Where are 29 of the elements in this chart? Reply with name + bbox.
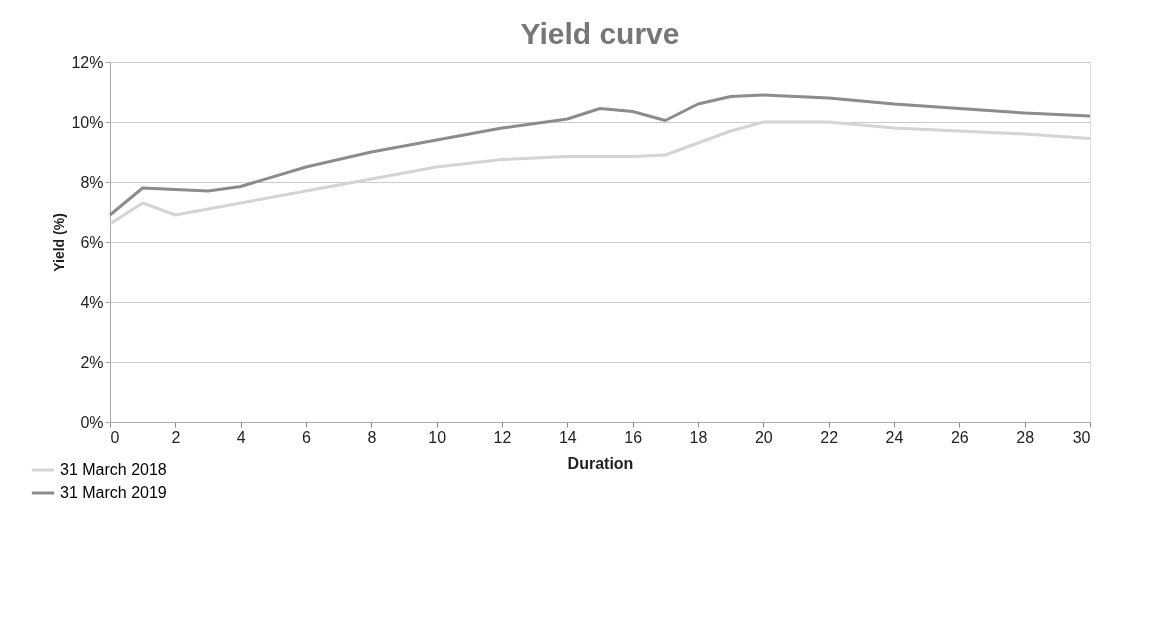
x-tick-label: 12 (493, 428, 512, 446)
legend-label: 31 March 2018 (60, 461, 167, 478)
x-tick-label: 6 (302, 428, 312, 446)
x-tick-label: 16 (624, 428, 643, 446)
x-tick-label: 28 (1016, 428, 1035, 446)
x-tick-label: 8 (367, 428, 377, 446)
x-tick-label: 26 (950, 428, 969, 446)
y-axis-title: Yield (%) (51, 213, 68, 272)
y-tick-label: 6% (80, 233, 104, 251)
x-tick-label: 20 (754, 428, 773, 446)
y-tick-label: 10% (71, 113, 104, 131)
x-tick-label: 2 (171, 428, 181, 446)
x-tick-label: 30 (1072, 428, 1091, 446)
y-tick-label: 2% (80, 353, 104, 371)
x-tick-label: 0 (110, 428, 120, 446)
x-tick-label: 4 (236, 428, 246, 446)
y-tick-label: 0% (80, 413, 104, 431)
line-series (108, 93, 1092, 217)
chart-title: Yield curve (520, 17, 680, 50)
x-tick-label: 18 (689, 428, 708, 446)
x-tick-label: 10 (428, 428, 447, 446)
legend-label: 31 March 2019 (60, 484, 167, 501)
x-tick-label: 22 (820, 428, 839, 446)
y-tick-label: 4% (80, 293, 104, 311)
x-axis-title: Duration (567, 454, 634, 472)
x-tick-label: 14 (558, 428, 577, 446)
y-tick-label: 8% (80, 173, 104, 191)
y-tick-label: 12% (71, 53, 104, 71)
x-tick-label: 24 (885, 428, 904, 446)
